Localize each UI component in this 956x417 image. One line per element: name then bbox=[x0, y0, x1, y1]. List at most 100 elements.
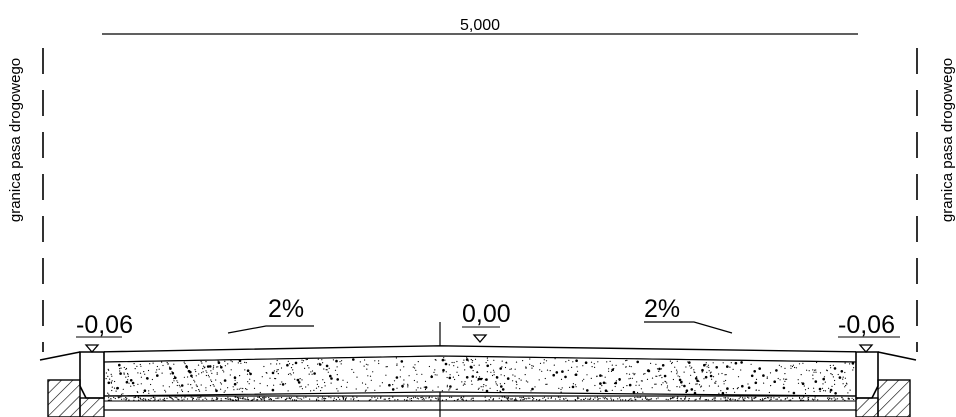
subbase-dot bbox=[431, 396, 433, 398]
aggregate-dot bbox=[144, 373, 146, 375]
aggregate-dot bbox=[814, 380, 818, 383]
subbase-dot bbox=[594, 397, 596, 399]
aggregate-dot bbox=[715, 382, 717, 384]
aggregate-dot bbox=[456, 388, 458, 390]
aggregate-dot bbox=[301, 362, 303, 364]
aggregate-dot bbox=[456, 360, 458, 363]
aggregate-dot bbox=[815, 371, 817, 373]
aggregate-dot bbox=[599, 382, 602, 385]
aggregate-dot bbox=[111, 380, 113, 382]
aggregate-dot bbox=[504, 382, 506, 385]
subbase-dot bbox=[245, 398, 247, 400]
aggregate-dot bbox=[127, 373, 129, 375]
curb-right-hatch bbox=[877, 379, 911, 417]
aggregate-dot bbox=[688, 361, 691, 364]
subbase-dot bbox=[507, 396, 509, 398]
subbase-dot bbox=[352, 399, 355, 401]
aggregate-dot bbox=[374, 389, 376, 391]
aggregate-dot bbox=[198, 390, 201, 392]
aggregate-dot bbox=[463, 364, 465, 366]
aggregate-dot bbox=[604, 389, 608, 393]
subbase-dot bbox=[848, 398, 851, 400]
aggregate-dot bbox=[205, 361, 207, 363]
subbase-dot bbox=[695, 398, 697, 400]
aggregate-dot bbox=[149, 363, 151, 365]
subbase-dot bbox=[114, 397, 116, 400]
aggregate-dot bbox=[849, 363, 851, 365]
subbase-dot bbox=[711, 398, 714, 400]
aggregate-dot bbox=[584, 361, 588, 365]
aggregate-dot bbox=[561, 387, 563, 389]
aggregate-dot bbox=[183, 376, 185, 378]
aggregate-dot bbox=[832, 364, 835, 366]
aggregate-dot bbox=[210, 379, 212, 381]
subbase-dot bbox=[170, 397, 173, 399]
aggregate-dot bbox=[215, 389, 218, 393]
aggregate-dot bbox=[851, 362, 855, 365]
aggregate-dot bbox=[317, 358, 319, 360]
aggregate-dot bbox=[223, 391, 225, 393]
subbase-dot bbox=[563, 398, 565, 400]
aggregate-dot bbox=[471, 361, 473, 363]
aggregate-dot bbox=[791, 365, 794, 368]
subbase-dot bbox=[374, 396, 376, 398]
aggregate-dot bbox=[275, 378, 277, 380]
subbase-dot bbox=[671, 397, 673, 399]
aggregate-dot bbox=[212, 384, 214, 386]
aggregate-dot bbox=[693, 391, 697, 395]
aggregate-dot bbox=[482, 386, 484, 388]
aggregate-dot bbox=[396, 387, 398, 389]
aggregate-dot bbox=[819, 390, 821, 392]
aggregate-dot bbox=[190, 384, 192, 386]
subbase-dot bbox=[449, 396, 451, 398]
aggregate-dot bbox=[619, 379, 621, 381]
subbase-dot bbox=[461, 398, 463, 400]
aggregate-dot bbox=[485, 378, 488, 381]
subbase-dot bbox=[305, 396, 307, 398]
aggregate-dot bbox=[107, 381, 111, 385]
aggregate-dot bbox=[227, 363, 229, 365]
aggregate-dot bbox=[690, 374, 692, 376]
aggregate-dot bbox=[171, 382, 174, 384]
subbase-dot bbox=[629, 398, 631, 400]
subbase-dot bbox=[251, 399, 254, 401]
subbase-dot bbox=[159, 398, 161, 400]
aggregate-dot bbox=[801, 382, 805, 386]
subbase-dot bbox=[275, 397, 277, 399]
aggregate-dot bbox=[613, 382, 616, 385]
aggregate-dot bbox=[635, 384, 637, 386]
subbase-dot bbox=[759, 399, 762, 401]
subbase-dot bbox=[237, 397, 239, 399]
aggregate-dot bbox=[790, 365, 792, 367]
subbase-dot bbox=[260, 398, 262, 400]
aggregate-dot bbox=[700, 385, 703, 387]
subbase-dot bbox=[423, 397, 425, 399]
aggregate-dot bbox=[797, 382, 800, 384]
aggregate-dot bbox=[734, 361, 738, 365]
aggregate-dot bbox=[758, 367, 761, 370]
aggregate-dot bbox=[215, 388, 217, 390]
aggregate-dot bbox=[499, 383, 501, 385]
aggregate-dot bbox=[708, 385, 711, 387]
subbase-dot bbox=[655, 398, 658, 400]
aggregate-dot bbox=[279, 363, 281, 365]
aggregate-dot bbox=[823, 376, 826, 378]
subbase-dot bbox=[836, 398, 839, 400]
aggregate-dot bbox=[658, 375, 660, 377]
aggregate-dot bbox=[812, 369, 814, 371]
aggregate-dot bbox=[714, 382, 716, 384]
subbase-dot bbox=[289, 398, 291, 400]
subbase-dot bbox=[798, 396, 801, 399]
aggregate-dot bbox=[834, 392, 837, 395]
aggregate-dot bbox=[146, 377, 149, 380]
subbase-dot bbox=[299, 398, 301, 400]
aggregate-dot bbox=[490, 371, 492, 373]
aggregate-dot bbox=[452, 376, 454, 378]
aggregate-dot bbox=[181, 390, 184, 393]
aggregate-dot bbox=[726, 366, 728, 368]
subbase-dot bbox=[309, 398, 311, 400]
aggregate-dot bbox=[564, 375, 567, 379]
aggregate-dot bbox=[346, 381, 348, 383]
aggregate-dot bbox=[471, 375, 475, 378]
aggregate-dot bbox=[207, 374, 209, 376]
